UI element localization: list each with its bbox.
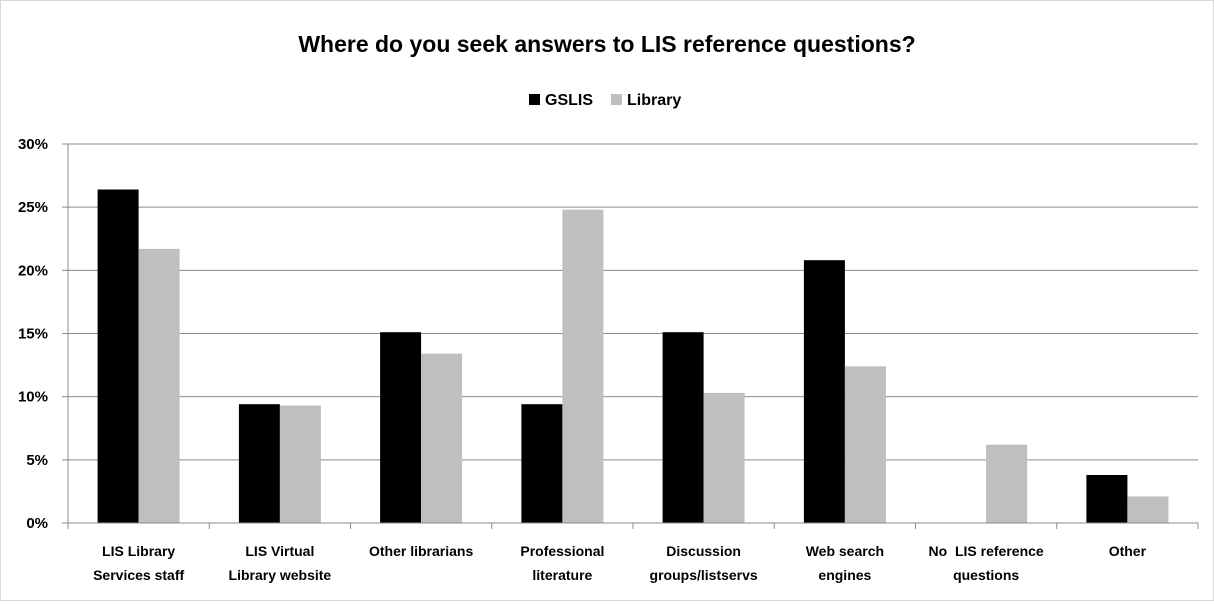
- x-tick-label: Discussion: [666, 543, 741, 559]
- x-tick-label: literature: [532, 567, 592, 583]
- bar-gslis-1: [238, 404, 280, 523]
- bar-library-3: [562, 209, 604, 523]
- bar-gslis-5: [803, 260, 845, 523]
- chart-title: Where do you seek answers to LIS referen…: [298, 31, 915, 57]
- x-tick-label: Library website: [229, 567, 332, 583]
- legend-swatch-library: [611, 94, 623, 105]
- x-tick-label: LIS Library: [102, 543, 175, 559]
- x-axis: LIS Library Services staff LIS Virtual Libr…: [67, 522, 1199, 583]
- bar-library-7: [1127, 496, 1169, 523]
- y-tick-label: 5%: [26, 452, 48, 469]
- legend: GSLIS Library: [529, 92, 681, 109]
- bar-gslis-2: [380, 332, 422, 523]
- bar-library-1: [279, 405, 321, 523]
- bar-library-5: [844, 366, 886, 523]
- x-tick-label: engines: [818, 567, 871, 583]
- legend-label-library: Library: [627, 92, 681, 109]
- y-tick-label: 10%: [18, 389, 48, 406]
- bars: [97, 189, 1169, 523]
- x-tick-label: Web search: [806, 543, 884, 559]
- y-axis: 0% 5% 10% 15% 20% 25% 30%: [18, 136, 69, 532]
- bar-library-6: [986, 444, 1028, 523]
- y-tick-label: 25%: [18, 199, 48, 216]
- y-tick-label: 0%: [26, 515, 48, 532]
- x-tick-label: Other: [1109, 543, 1147, 559]
- bar-library-0: [138, 248, 180, 523]
- x-tick-label: Other librarians: [369, 543, 473, 559]
- bar-gslis-3: [521, 404, 563, 523]
- x-tick-label: LIS Virtual: [245, 543, 314, 559]
- bar-gslis-7: [1086, 475, 1128, 523]
- bar-gslis-4: [662, 332, 704, 523]
- y-tick-label: 30%: [18, 136, 48, 153]
- x-tick-label: Services staff: [93, 567, 184, 583]
- bar-library-2: [421, 353, 463, 523]
- x-tick-label: groups/listservs: [650, 567, 758, 583]
- legend-swatch-gslis: [529, 94, 540, 105]
- bar-gslis-0: [97, 189, 139, 523]
- bar-library-4: [703, 392, 745, 523]
- x-tick-label: Professional: [520, 543, 604, 559]
- y-tick-label: 20%: [18, 262, 48, 279]
- x-tick-label: No LIS reference: [929, 543, 1044, 559]
- x-tick-label: questions: [953, 567, 1019, 583]
- y-tick-label: 15%: [18, 326, 48, 343]
- legend-label-gslis: GSLIS: [545, 92, 593, 109]
